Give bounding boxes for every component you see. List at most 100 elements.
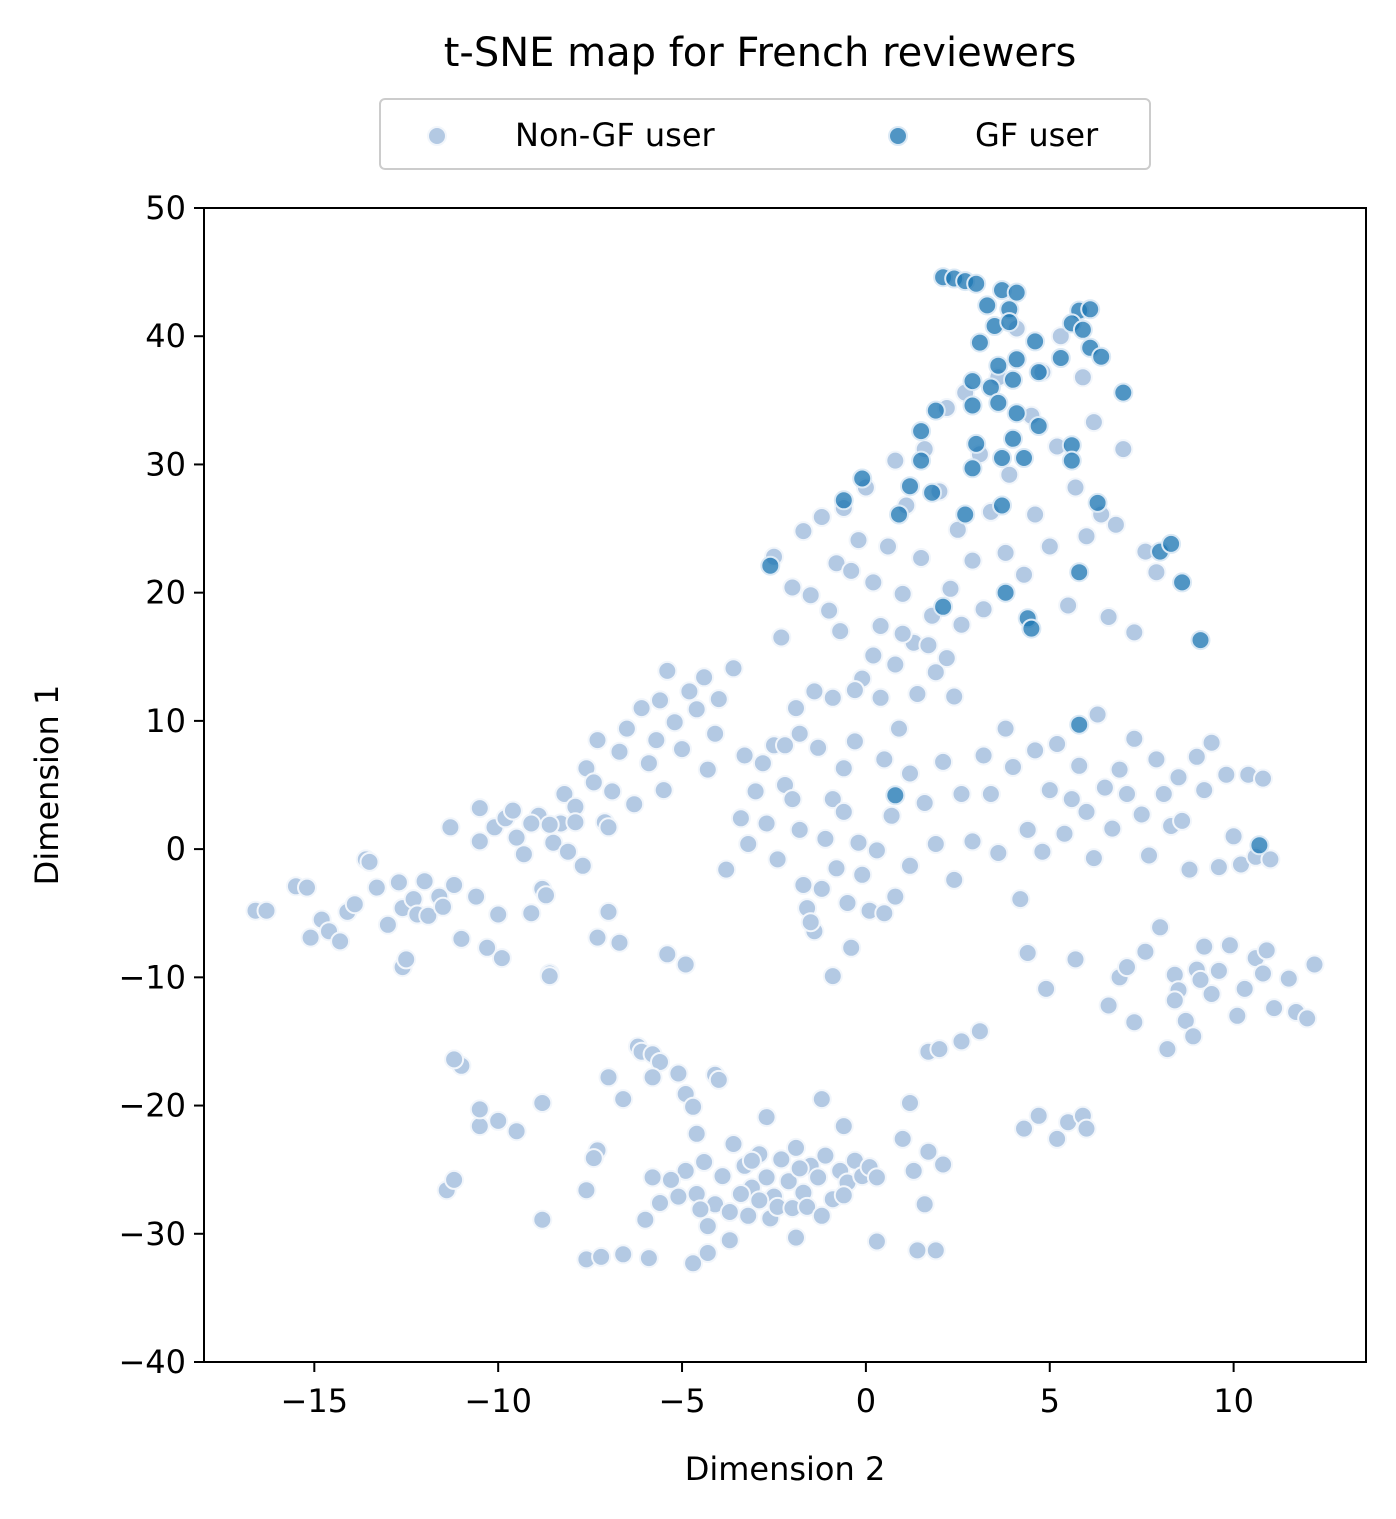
point-gf-user bbox=[977, 295, 998, 316]
point-gf-user bbox=[1025, 331, 1046, 352]
point-gf-user bbox=[1028, 416, 1049, 436]
x-axis-label: Dimension 2 bbox=[685, 1450, 886, 1488]
point-non-gf-user bbox=[745, 781, 766, 802]
point-gf-user bbox=[1069, 714, 1090, 735]
point-non-gf-user bbox=[881, 805, 902, 826]
point-non-gf-user bbox=[951, 784, 972, 804]
point-gf-user bbox=[1087, 492, 1108, 513]
point-non-gf-user bbox=[697, 1216, 718, 1237]
point-non-gf-user bbox=[730, 808, 751, 829]
point-non-gf-user bbox=[833, 801, 854, 822]
point-non-gf-user bbox=[705, 723, 726, 744]
point-non-gf-user bbox=[841, 937, 862, 958]
point-non-gf-user bbox=[815, 828, 836, 849]
point-non-gf-user bbox=[863, 645, 884, 666]
point-non-gf-user bbox=[1054, 823, 1075, 844]
point-non-gf-user bbox=[1098, 607, 1119, 627]
x-tick-label: −15 bbox=[281, 1382, 349, 1420]
point-non-gf-user bbox=[1087, 704, 1108, 725]
point-non-gf-user bbox=[1146, 749, 1167, 770]
point-non-gf-user bbox=[572, 855, 593, 876]
point-non-gf-user bbox=[793, 521, 814, 542]
point-non-gf-user bbox=[668, 1186, 689, 1207]
point-gf-user bbox=[955, 504, 976, 525]
point-non-gf-user bbox=[1253, 768, 1273, 789]
point-non-gf-user bbox=[664, 712, 685, 733]
point-non-gf-user bbox=[789, 1158, 810, 1179]
point-non-gf-user bbox=[914, 1194, 935, 1215]
point-gf-user bbox=[1003, 428, 1023, 449]
point-non-gf-user bbox=[1003, 757, 1023, 777]
y-tick-label: −30 bbox=[118, 1215, 186, 1253]
point-non-gf-user bbox=[1047, 1128, 1068, 1149]
point-non-gf-user bbox=[980, 784, 1001, 804]
point-non-gf-user bbox=[1264, 998, 1285, 1019]
point-non-gf-user bbox=[892, 583, 913, 604]
point-non-gf-user bbox=[944, 869, 965, 890]
point-non-gf-user bbox=[1017, 819, 1038, 840]
point-non-gf-user bbox=[1050, 326, 1071, 347]
point-non-gf-user bbox=[1179, 859, 1200, 880]
point-gf-user bbox=[962, 371, 983, 392]
point-non-gf-user bbox=[521, 813, 542, 834]
point-non-gf-user bbox=[661, 1169, 681, 1190]
point-non-gf-user bbox=[771, 627, 792, 648]
point-non-gf-user bbox=[918, 635, 939, 656]
point-non-gf-user bbox=[1094, 777, 1115, 798]
point-non-gf-user bbox=[558, 841, 578, 862]
point-non-gf-user bbox=[1297, 1008, 1318, 1029]
point-gf-user bbox=[962, 395, 983, 416]
point-non-gf-user bbox=[1208, 857, 1229, 878]
point-non-gf-user bbox=[444, 1049, 465, 1070]
point-non-gf-user bbox=[822, 687, 843, 708]
point-non-gf-user bbox=[734, 745, 755, 766]
point-non-gf-user bbox=[256, 900, 277, 921]
point-non-gf-user bbox=[344, 894, 365, 915]
point-non-gf-user bbox=[804, 681, 825, 702]
point-non-gf-user bbox=[716, 859, 737, 880]
point-non-gf-user bbox=[506, 827, 527, 848]
point-non-gf-user bbox=[951, 614, 972, 635]
point-non-gf-user bbox=[1017, 943, 1038, 963]
point-non-gf-user bbox=[782, 577, 803, 598]
point-non-gf-user bbox=[675, 954, 696, 975]
point-non-gf-user bbox=[650, 1193, 670, 1213]
point-gf-user bbox=[933, 596, 954, 617]
point-non-gf-user bbox=[1304, 954, 1325, 975]
point-non-gf-user bbox=[782, 789, 803, 810]
point-non-gf-user bbox=[738, 1205, 759, 1226]
point-non-gf-user bbox=[675, 1160, 696, 1181]
point-non-gf-user bbox=[719, 1202, 740, 1222]
point-non-gf-user bbox=[900, 1093, 920, 1113]
point-non-gf-user bbox=[657, 944, 678, 965]
point-non-gf-user bbox=[1139, 845, 1159, 866]
point-gf-user bbox=[1006, 349, 1027, 370]
point-non-gf-user bbox=[1036, 978, 1057, 999]
point-non-gf-user bbox=[694, 1152, 715, 1172]
point-non-gf-user bbox=[874, 749, 895, 770]
point-non-gf-user bbox=[488, 1110, 509, 1131]
point-non-gf-user bbox=[900, 855, 920, 876]
y-tick-label: −10 bbox=[118, 958, 186, 996]
point-non-gf-user bbox=[903, 1160, 924, 1181]
point-non-gf-user bbox=[469, 798, 490, 819]
point-non-gf-user bbox=[1219, 935, 1240, 956]
y-tick-label: 30 bbox=[145, 445, 186, 483]
point-gf-user bbox=[1072, 319, 1093, 340]
point-non-gf-user bbox=[786, 1227, 806, 1248]
point-non-gf-user bbox=[826, 858, 847, 879]
point-non-gf-user bbox=[1025, 504, 1046, 525]
point-non-gf-user bbox=[738, 834, 759, 854]
point-non-gf-user bbox=[1278, 968, 1299, 989]
point-non-gf-user bbox=[995, 542, 1016, 563]
point-non-gf-user bbox=[1102, 818, 1123, 839]
point-gf-user bbox=[852, 468, 873, 489]
point-non-gf-user bbox=[1058, 595, 1079, 616]
point-non-gf-user bbox=[1201, 732, 1222, 753]
point-non-gf-user bbox=[900, 763, 920, 784]
point-non-gf-user bbox=[892, 1128, 913, 1149]
point-gf-user bbox=[995, 582, 1016, 603]
point-non-gf-user bbox=[962, 550, 983, 571]
point-gf-user bbox=[1172, 572, 1193, 593]
point-non-gf-user bbox=[866, 1167, 887, 1188]
